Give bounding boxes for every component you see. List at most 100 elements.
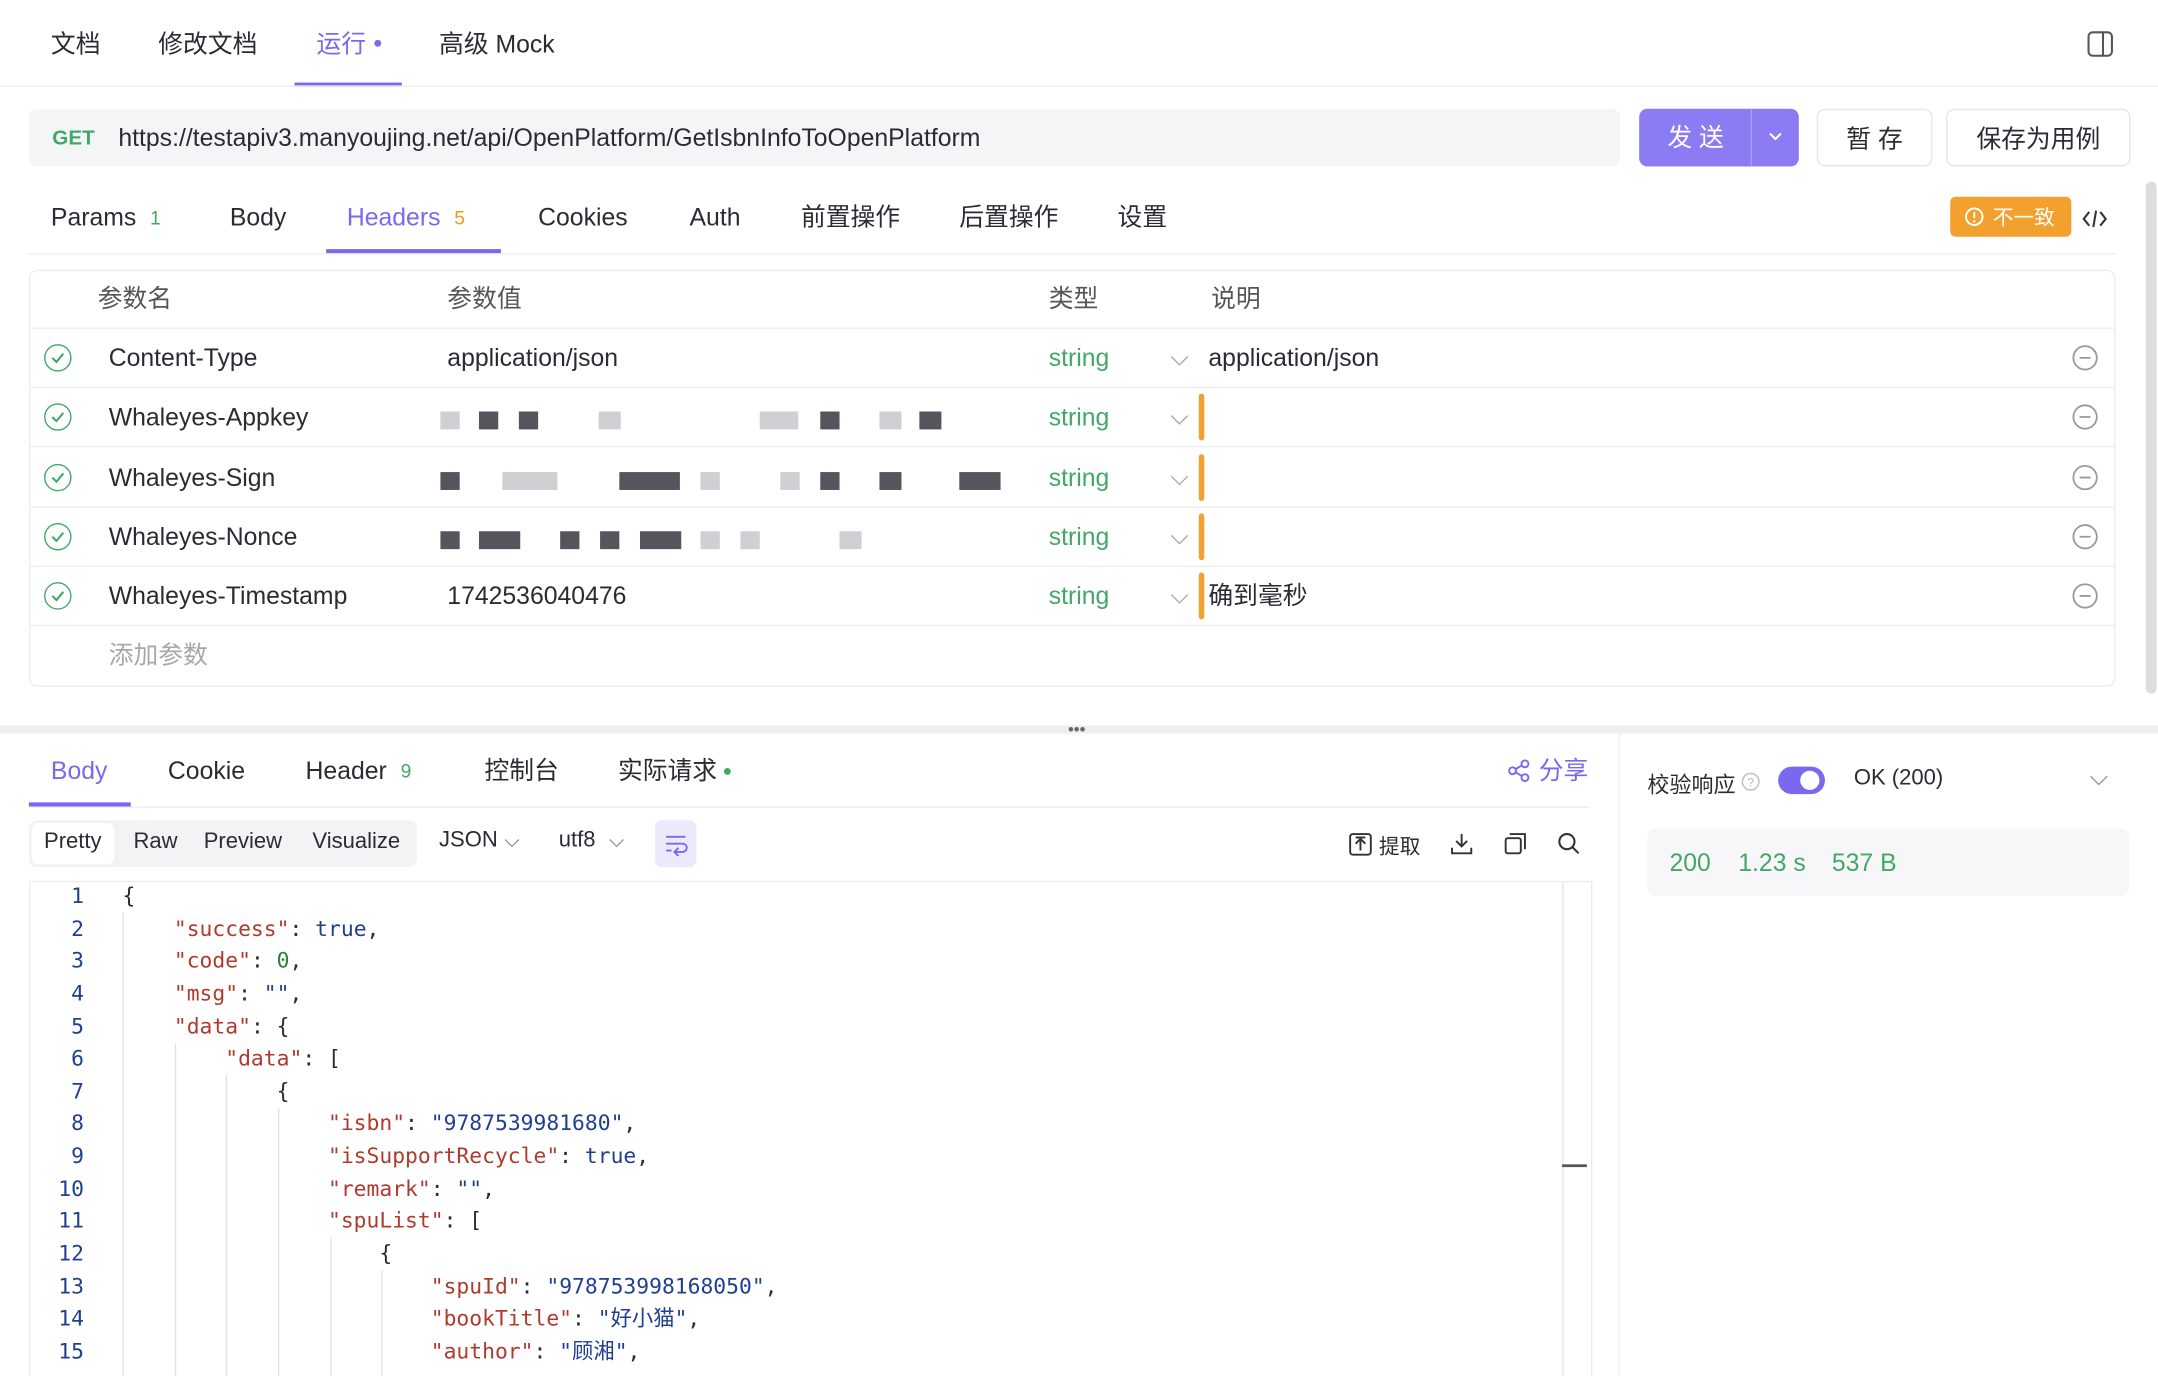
warning-bar <box>1198 572 1205 620</box>
response-tab[interactable]: Header <box>305 756 387 785</box>
code-line: "msg": "", <box>173 981 303 1006</box>
param-tab[interactable]: 前置操作 <box>801 203 901 232</box>
encoding[interactable]: utf8 <box>558 828 596 852</box>
status[interactable]: OK (200) <box>1853 766 1944 790</box>
param-value: 1742536040476 <box>447 582 627 610</box>
line-number: 1 <box>71 883 84 909</box>
top-tab[interactable]: 文档 <box>50 30 101 58</box>
download-icon[interactable] <box>1449 831 1474 856</box>
remove-icon[interactable] <box>2071 523 2099 557</box>
check-icon[interactable] <box>44 522 72 551</box>
code-icon[interactable] <box>2081 208 2109 230</box>
remove-icon[interactable] <box>2071 404 2099 438</box>
code-line: { <box>122 1078 290 1104</box>
view-mode[interactable]: Visualize <box>312 829 401 854</box>
top-tab[interactable]: 运行 <box>316 30 367 58</box>
param-description: application/json <box>1208 344 1380 372</box>
divider <box>28 253 2116 255</box>
param-tab[interactable]: 设置 <box>1117 203 1168 232</box>
divider <box>0 85 2158 87</box>
search-icon[interactable] <box>1557 831 1582 856</box>
time: 1.23 s <box>1738 849 1806 877</box>
top-tab[interactable]: 高级 Mock <box>439 30 555 58</box>
line-number: 9 <box>71 1143 84 1169</box>
save-draft[interactable]: 暂 存 <box>1816 108 1933 167</box>
view-mode[interactable]: Pretty <box>44 829 102 854</box>
top-tab[interactable]: 修改文档 <box>158 30 258 58</box>
response-tab[interactable]: 控制台 <box>484 756 559 785</box>
response-tab[interactable]: 实际请求 <box>617 756 718 785</box>
url-bar[interactable] <box>28 108 1620 167</box>
row-line <box>30 446 2114 448</box>
param-name: Whaleyes-Nonce <box>108 522 298 551</box>
param-tab[interactable]: Params <box>50 203 137 232</box>
chevron[interactable] <box>2089 773 2108 787</box>
chevron[interactable] <box>1170 409 1189 434</box>
check-icon[interactable] <box>44 582 72 610</box>
splitter[interactable] <box>0 725 2158 734</box>
param-type[interactable]: string <box>1048 522 1110 551</box>
check-icon[interactable] <box>44 463 72 491</box>
check-icon[interactable] <box>44 403 72 432</box>
param-tab[interactable]: Headers <box>346 203 441 232</box>
tab-underline <box>28 802 131 807</box>
wrap-icon <box>666 835 688 857</box>
scroll-track <box>1562 882 1564 1376</box>
mismatch-badge[interactable] <box>1950 196 2072 237</box>
code-line: "code": 0, <box>173 948 303 974</box>
code-line: "isSupportRecycle": true, <box>327 1143 650 1169</box>
save-case[interactable]: 保存为用例 <box>1946 108 2131 167</box>
param-tab[interactable]: Auth <box>689 203 741 232</box>
extract-label[interactable]: 提取 <box>1379 835 1421 859</box>
line-number: 15 <box>58 1339 84 1364</box>
extract-icon[interactable] <box>1349 833 1372 856</box>
response-tab[interactable]: Body <box>50 756 108 785</box>
layout-icon[interactable] <box>2086 30 2114 58</box>
active-mode-bg <box>31 823 115 865</box>
scrollbar[interactable] <box>2145 181 2157 694</box>
code-line: { <box>122 1241 393 1267</box>
response-tab[interactable]: Cookie <box>167 756 246 785</box>
param-tab[interactable]: Cookies <box>538 203 628 232</box>
param-type[interactable]: string <box>1048 582 1110 610</box>
panel-divider <box>1618 733 1620 1376</box>
chevron[interactable] <box>1170 528 1189 553</box>
copy-icon[interactable] <box>1503 831 1528 856</box>
remove-icon[interactable] <box>2071 582 2099 616</box>
chevron[interactable] <box>1170 469 1189 494</box>
param-type[interactable]: string <box>1048 403 1110 432</box>
view-mode[interactable]: Raw <box>133 829 178 854</box>
row-line <box>30 505 2114 508</box>
remove-icon[interactable] <box>2071 463 2099 497</box>
code-line: "success": true, <box>173 916 380 941</box>
param-tab[interactable]: 后置操作 <box>959 203 1059 232</box>
format[interactable]: JSON <box>439 828 498 852</box>
column-header: 参数值 <box>447 284 522 313</box>
dropdown-icon[interactable] <box>1767 129 1784 143</box>
chevron <box>504 839 520 848</box>
url: https://testapiv3.manyoujing.net/api/Ope… <box>118 123 981 152</box>
param-type[interactable]: string <box>1048 463 1110 491</box>
chevron[interactable] <box>1170 350 1189 375</box>
param-tab[interactable]: Body <box>229 203 287 232</box>
param-name: Whaleyes-Appkey <box>108 403 309 432</box>
method: GET <box>52 126 95 151</box>
chevron <box>609 839 624 848</box>
view-mode[interactable]: Preview <box>203 829 283 854</box>
status-code: 200 <box>1669 849 1711 877</box>
help-icon[interactable]: ? <box>1741 772 1760 791</box>
separator <box>1750 108 1753 167</box>
send-button[interactable] <box>1639 108 1799 167</box>
tab-count: 9 <box>400 759 412 782</box>
send-label: 发 送 <box>1667 123 1724 152</box>
check-icon[interactable] <box>44 344 72 372</box>
param-type[interactable]: string <box>1048 344 1110 372</box>
dot <box>374 39 382 47</box>
share-label[interactable]: 分享 <box>1538 756 1589 785</box>
chevron[interactable] <box>1170 588 1189 613</box>
share-icon[interactable] <box>1507 758 1532 783</box>
line-number: 7 <box>71 1078 84 1104</box>
add-param[interactable]: 添加参数 <box>108 641 208 669</box>
remove-icon[interactable] <box>2071 344 2099 378</box>
row-line <box>30 565 2114 567</box>
